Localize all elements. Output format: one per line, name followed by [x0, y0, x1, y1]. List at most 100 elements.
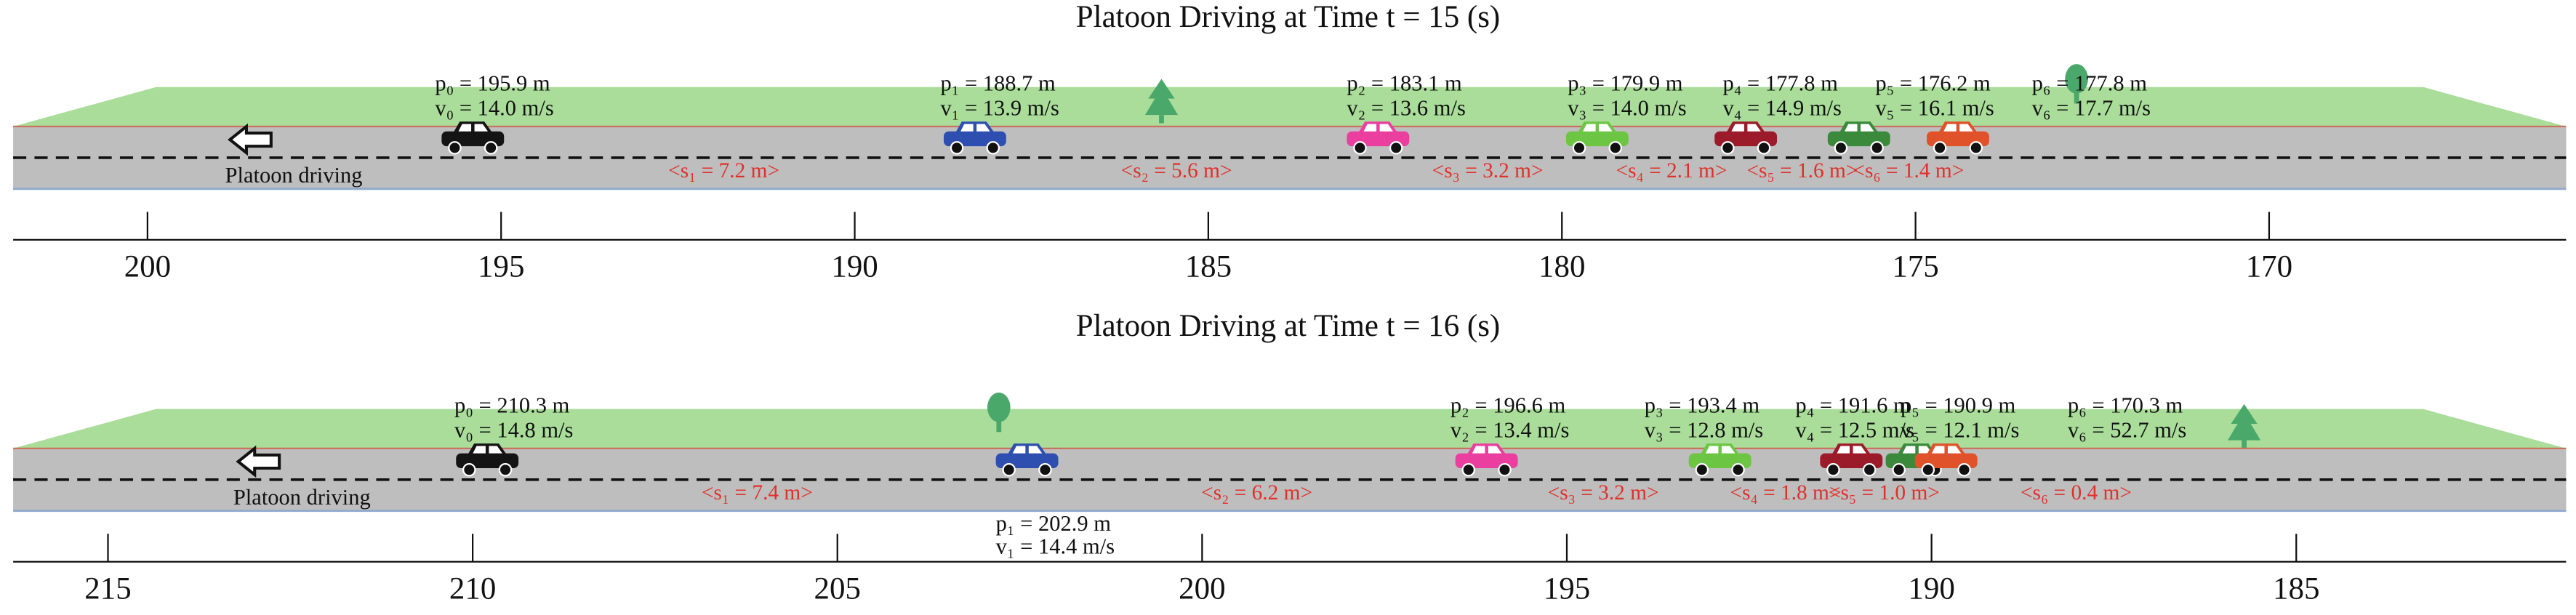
tree [2065, 64, 2088, 94]
position-label: p₄ = 191.6 m [1795, 393, 1911, 417]
gap-label: <s₅ = 1.0 m> [1829, 481, 1940, 505]
position-label: p₂ = 183.1 m [1347, 71, 1462, 96]
vehicle-window [1902, 446, 1933, 454]
tree-trunk [996, 417, 1002, 433]
direction-arrow [236, 445, 281, 478]
position-label: p₁ = 202.9 m [996, 511, 1112, 536]
vehicle [1914, 443, 1978, 477]
vehicle [441, 121, 505, 155]
speed-label: v₅ = 16.1 m/s [1875, 95, 1994, 120]
gap-label: <s₁ = 7.2 m> [668, 159, 779, 182]
vehicle-wheel [1969, 141, 1983, 155]
x-tick-label: 200 [124, 249, 171, 284]
vehicle-wheel [1921, 462, 1935, 477]
tree [987, 393, 1011, 422]
speed-label: v₄ = 12.5 m/s [1795, 417, 1914, 442]
vehicle [1714, 121, 1778, 155]
vehicle-window [1943, 124, 1974, 132]
speed-label: v₃ = 12.8 m/s [1645, 417, 1763, 442]
vehicle-wheel [462, 462, 476, 477]
vehicle-wheel [448, 141, 462, 155]
speed-label: v₄ = 14.9 m/s [1723, 95, 1842, 120]
vehicle [995, 443, 1059, 477]
x-tick-label: 200 [1179, 571, 1225, 606]
vehicle-wheel [1731, 462, 1745, 477]
position-label: p₄ = 177.8 m [1723, 71, 1839, 96]
position-label: p₆ = 177.8 m [2032, 71, 2148, 96]
position-label: p₀ = 210.3 m [454, 393, 570, 417]
vehicle [1565, 121, 1629, 155]
vehicle-window [1582, 124, 1613, 132]
vehicle [1688, 443, 1752, 477]
vehicle-wheel [1933, 141, 1947, 155]
x-tick-label: 190 [831, 249, 878, 284]
position-label: p₆ = 170.3 m [2068, 393, 2183, 417]
vehicle-window [1705, 446, 1736, 454]
direction-arrow [228, 123, 273, 156]
speed-label: v₃ = 14.0 m/s [1568, 95, 1686, 120]
vehicle-wheel [1353, 141, 1367, 155]
position-label: p₅ = 190.9 m [1901, 393, 2016, 417]
vehicle-window [1472, 446, 1503, 454]
vehicle-wheel [1892, 462, 1906, 477]
vehicle-wheel [1608, 141, 1622, 155]
vehicle-window [1363, 124, 1394, 132]
vehicle-wheel [1834, 141, 1848, 155]
position-label: p₃ = 193.4 m [1645, 393, 1760, 417]
x-tick-label: 195 [1544, 571, 1590, 606]
vehicle [1347, 121, 1410, 155]
vehicle-wheel [1572, 141, 1586, 155]
vehicle-wheel [1826, 462, 1840, 477]
chart-title: Platoon Driving at Time t = 15 (s) [1076, 0, 1500, 34]
vehicle-wheel [1870, 141, 1884, 155]
tree-trunk [2242, 440, 2247, 449]
gap-label: <s₆ = 1.4 m> [1853, 159, 1964, 182]
vehicle-wheel [1498, 462, 1512, 477]
vehicle-wheel [986, 141, 1000, 155]
panel: Platoon Driving at Time t = 16 (s) Platoo… [13, 309, 2567, 606]
tree [1144, 79, 1179, 116]
x-tick-label: 215 [84, 571, 131, 606]
position-label: p₂ = 196.6 m [1450, 393, 1566, 417]
vehicle-wheel [1957, 462, 1971, 477]
speed-label: v₀ = 14.8 m/s [454, 417, 573, 442]
tree [2227, 403, 2261, 441]
vehicle-window [1012, 446, 1043, 454]
vehicle-wheel [1461, 462, 1476, 477]
vehicle-wheel [483, 141, 498, 155]
vehicle-wheel [1721, 141, 1735, 155]
position-label: p₃ = 179.9 m [1568, 71, 1683, 96]
gap-label: <s₂ = 5.6 m> [1121, 159, 1232, 182]
speed-label: v₁ = 13.9 m/s [940, 95, 1059, 120]
vehicle-window [472, 446, 503, 454]
gap-label: <s₂ = 6.2 m> [1201, 481, 1312, 505]
vehicle-window [1836, 446, 1867, 454]
grass [13, 87, 2567, 126]
x-tick-label: 190 [1908, 571, 1954, 606]
x-tick-label: 210 [449, 571, 496, 606]
x-tick-label: 185 [2273, 571, 2319, 606]
vehicle-window [1844, 124, 1875, 132]
vehicle-wheel [950, 141, 964, 155]
grass [13, 409, 2567, 449]
x-tick-label: 195 [478, 249, 524, 284]
chart-title: Platoon Driving at Time t = 16 (s) [1076, 309, 1500, 343]
speed-label: v₅ = 12.1 m/s [1901, 417, 2019, 442]
vehicle [1820, 443, 1883, 477]
gap-label: <s₃ = 3.2 m> [1548, 481, 1659, 505]
vehicle-window [1730, 124, 1762, 132]
direction-label: Platoon driving [225, 163, 363, 188]
vehicle-wheel [1002, 462, 1016, 477]
x-tick-label: 175 [1892, 249, 1938, 284]
x-tick-label: 180 [1538, 249, 1585, 284]
direction-label: Platoon driving [233, 485, 371, 510]
vehicle [1927, 121, 1989, 155]
gap-label: <s₄ = 2.1 m> [1616, 159, 1728, 182]
vehicle-window [960, 124, 991, 132]
x-tick-label: 185 [1185, 249, 1232, 284]
gap-label: <s₁ = 7.4 m> [702, 481, 813, 505]
vehicle-wheel [1389, 141, 1403, 155]
panel: Platoon Driving at Time t = 15 (s) Platoo… [13, 0, 2567, 284]
